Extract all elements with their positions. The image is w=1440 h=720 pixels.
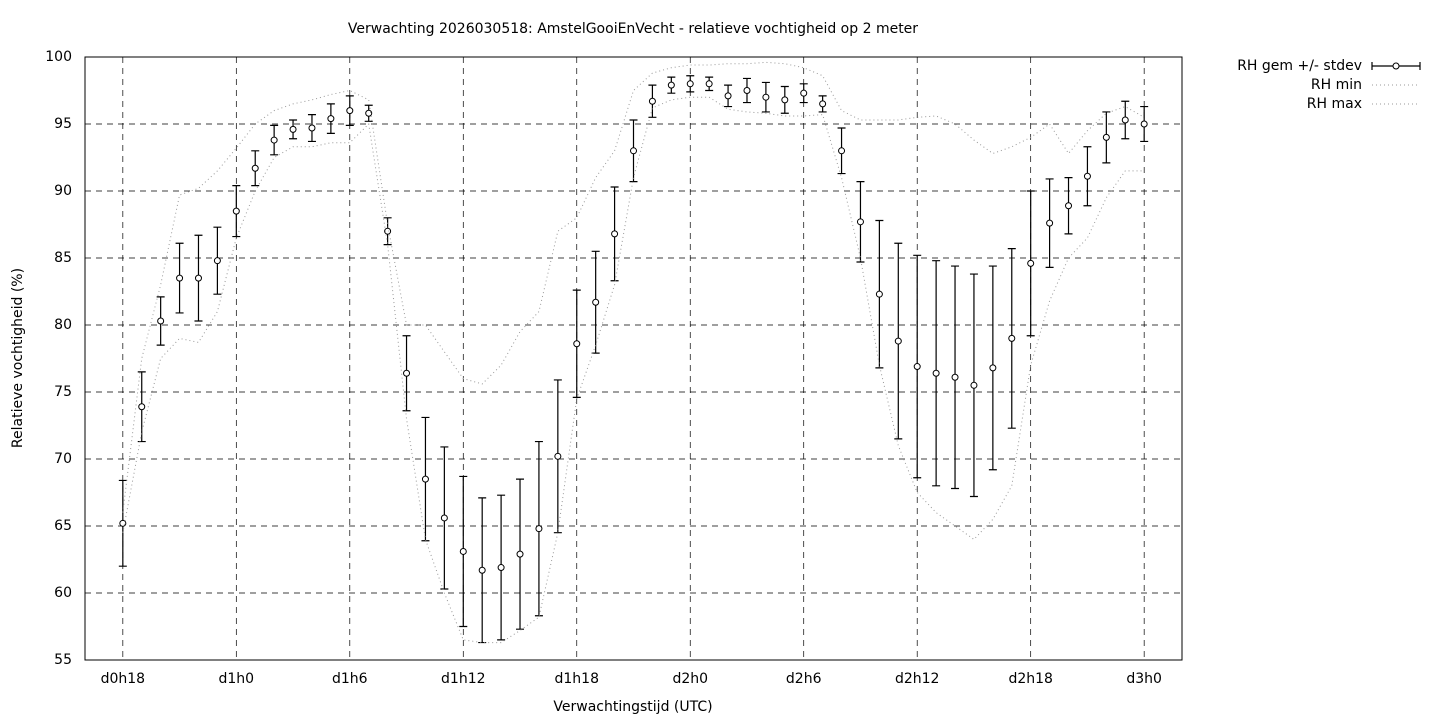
legend-swatch (1392, 62, 1400, 70)
dotted-line (122, 61, 1145, 513)
data-point (289, 125, 297, 133)
x-tick-label: d2h18 (1008, 671, 1052, 687)
data-point (875, 290, 883, 298)
dotted-line (122, 96, 1145, 644)
y-tick-label: 85 (54, 250, 72, 266)
data-point (251, 164, 259, 172)
x-axis-label: Verwachtingstijd (UTC) (553, 699, 712, 715)
data-point (176, 274, 184, 282)
data-point (308, 124, 316, 132)
data-point (611, 230, 619, 238)
y-tick-label: 65 (54, 518, 72, 534)
data-point (365, 109, 373, 117)
data-point (724, 92, 732, 100)
data-point (157, 317, 165, 325)
data-point (913, 363, 921, 371)
data-point (989, 364, 997, 372)
data-point (1027, 259, 1035, 267)
data-point (705, 80, 713, 88)
x-tick-label: d2h0 (672, 671, 708, 687)
data-point (421, 475, 429, 483)
data-point (1008, 334, 1016, 342)
data-point (1121, 116, 1129, 124)
data-point (1065, 202, 1073, 210)
y-tick-label: 100 (45, 49, 72, 65)
data-point (194, 274, 202, 282)
data-point (686, 80, 694, 88)
data-point (346, 107, 354, 115)
data-point (1102, 133, 1110, 141)
data-point (762, 93, 770, 101)
data-point (856, 218, 864, 226)
data-point (743, 87, 751, 94)
data-point (951, 373, 959, 381)
x-tick-label: d1h18 (555, 671, 599, 687)
y-tick-label: 80 (54, 317, 72, 333)
x-tick-label: d0h18 (101, 671, 145, 687)
data-point (1140, 120, 1148, 128)
data-point (478, 566, 486, 574)
data-point (554, 452, 562, 460)
data-point (213, 257, 221, 265)
data-point (894, 337, 902, 345)
data-point (403, 369, 411, 377)
data-point (384, 227, 392, 235)
y-tick-label: 90 (54, 183, 72, 199)
data-point (232, 207, 240, 215)
data-point (819, 100, 827, 108)
data-point (119, 519, 127, 527)
data-point (573, 340, 581, 348)
data-point (440, 514, 448, 522)
y-tick-label: 60 (54, 585, 72, 601)
data-point (667, 81, 675, 89)
legend-label: RH max (1307, 96, 1362, 112)
data-point (630, 147, 637, 155)
data-point (516, 550, 524, 558)
data-point (270, 136, 278, 144)
legend-label: RH min (1311, 77, 1362, 93)
data-point (1083, 172, 1091, 180)
x-tick-label: d2h12 (895, 671, 939, 687)
data-point (781, 96, 789, 104)
x-tick-label: d3h0 (1126, 671, 1162, 687)
x-tick-label: d1h6 (332, 671, 368, 687)
data-point (497, 564, 505, 572)
data-point (1046, 219, 1054, 227)
y-tick-label: 55 (54, 652, 72, 668)
data-point (138, 403, 146, 411)
legend-label: RH gem +/- stdev (1237, 58, 1362, 74)
data-point (327, 115, 335, 123)
x-tick-label: d1h0 (219, 671, 255, 687)
y-tick-label: 95 (54, 116, 72, 132)
data-point (838, 147, 846, 155)
data-point (535, 525, 543, 533)
data-point (800, 89, 808, 97)
data-point (932, 369, 940, 377)
data-point (648, 97, 656, 105)
chart-title: Verwachting 2026030518: AmstelGooiEnVech… (348, 21, 918, 37)
y-axis-label: Relatieve vochtigheid (%) (10, 268, 26, 448)
x-tick-label: d1h12 (441, 671, 485, 687)
data-point (970, 381, 978, 389)
data-point (459, 547, 467, 555)
plot-frame (84, 56, 1183, 661)
y-tick-label: 75 (54, 384, 72, 400)
x-tick-label: d2h6 (786, 671, 822, 687)
y-tick-label: 70 (54, 451, 72, 467)
data-point (592, 298, 600, 306)
